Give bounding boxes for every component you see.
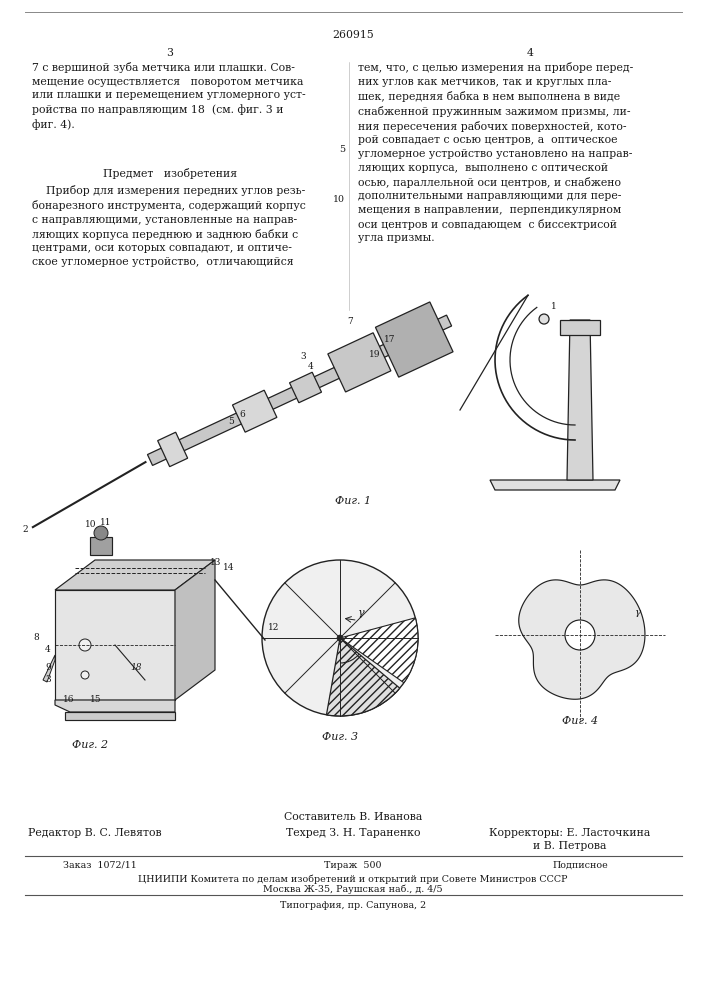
Text: 4: 4 (527, 48, 534, 58)
Text: Тираж  500: Тираж 500 (325, 861, 382, 870)
Text: 11: 11 (100, 518, 112, 527)
Text: γ: γ (635, 608, 641, 617)
Text: 8: 8 (33, 633, 39, 642)
Polygon shape (328, 333, 391, 392)
Text: Фиг. 2: Фиг. 2 (72, 740, 108, 750)
Text: 16: 16 (63, 695, 74, 704)
Text: 7 с вершиной зуба метчика или плашки. Сов-
мещение осуществляется   поворотом ме: 7 с вершиной зуба метчика или плашки. Со… (32, 62, 305, 130)
Text: Фиг. 4: Фиг. 4 (562, 716, 598, 726)
Text: Заказ  1072/11: Заказ 1072/11 (63, 861, 137, 870)
Circle shape (337, 635, 343, 641)
Polygon shape (90, 537, 112, 555)
Polygon shape (55, 560, 215, 590)
Polygon shape (43, 655, 55, 682)
Circle shape (81, 671, 89, 679)
Text: 3: 3 (300, 352, 306, 361)
Circle shape (262, 560, 418, 716)
Polygon shape (55, 700, 175, 712)
Text: 5: 5 (228, 417, 234, 426)
Text: 260915: 260915 (332, 30, 374, 40)
Polygon shape (490, 480, 620, 490)
Text: 12: 12 (268, 623, 279, 632)
Polygon shape (175, 560, 215, 700)
Text: Подписное: Подписное (552, 861, 608, 870)
Circle shape (94, 526, 108, 540)
Polygon shape (375, 302, 453, 377)
Text: Редактор В. С. Левятов: Редактор В. С. Левятов (28, 828, 162, 838)
Text: 2: 2 (23, 525, 28, 534)
Text: Техред З. Н. Тараненко: Техред З. Н. Тараненко (286, 828, 420, 838)
Text: 18: 18 (130, 663, 141, 672)
Text: Корректоры: Е. Ласточкина: Корректоры: Е. Ласточкина (489, 828, 650, 838)
Text: и В. Петрова: и В. Петрова (533, 841, 607, 851)
Circle shape (565, 620, 595, 650)
Text: 13: 13 (210, 558, 221, 567)
Polygon shape (148, 315, 452, 465)
Polygon shape (55, 590, 175, 700)
Text: тем, что, с целью измерения на приборе перед-
них углов как метчиков, так и круг: тем, что, с целью измерения на приборе п… (358, 62, 633, 243)
Text: Фиг. 1: Фиг. 1 (335, 496, 371, 506)
Text: 10: 10 (333, 195, 345, 204)
Polygon shape (519, 580, 645, 699)
Text: 5: 5 (339, 145, 345, 154)
Text: 1: 1 (551, 302, 557, 311)
Text: Типография, пр. Сапунова, 2: Типография, пр. Сапунова, 2 (280, 901, 426, 910)
Text: 3: 3 (167, 48, 173, 58)
Text: 19: 19 (369, 350, 381, 359)
Circle shape (79, 639, 91, 651)
Polygon shape (290, 372, 322, 403)
Text: 4: 4 (308, 362, 313, 371)
Text: 10: 10 (85, 520, 96, 529)
Text: 3: 3 (45, 675, 51, 684)
Text: γ: γ (358, 608, 365, 618)
Polygon shape (65, 712, 175, 720)
Circle shape (539, 314, 549, 324)
Polygon shape (567, 320, 593, 480)
Polygon shape (233, 390, 277, 432)
Text: Фиг. 3: Фиг. 3 (322, 732, 358, 742)
Polygon shape (158, 432, 187, 467)
Text: 6: 6 (240, 410, 245, 419)
Text: Прибор для измерения передних углов резь-
бонарезного инструмента, содержащий ко: Прибор для измерения передних углов резь… (32, 185, 305, 267)
Text: Предмет   изобретения: Предмет изобретения (103, 168, 237, 179)
Text: Составитель В. Иванова: Составитель В. Иванова (284, 812, 422, 822)
Wedge shape (340, 618, 418, 683)
Wedge shape (327, 638, 399, 716)
Text: 7: 7 (347, 317, 353, 326)
Polygon shape (560, 320, 600, 335)
Text: 4: 4 (45, 645, 51, 654)
Text: 14: 14 (223, 563, 235, 572)
Text: 17: 17 (385, 335, 396, 344)
Text: ЦНИИПИ Комитета по делам изобретений и открытий при Совете Министров СССР: ЦНИИПИ Комитета по делам изобретений и о… (139, 874, 568, 884)
Text: Москва Ж-35, Раушская наб., д. 4/5: Москва Ж-35, Раушская наб., д. 4/5 (263, 885, 443, 894)
Text: 15: 15 (90, 695, 102, 704)
Text: 9: 9 (45, 663, 51, 672)
